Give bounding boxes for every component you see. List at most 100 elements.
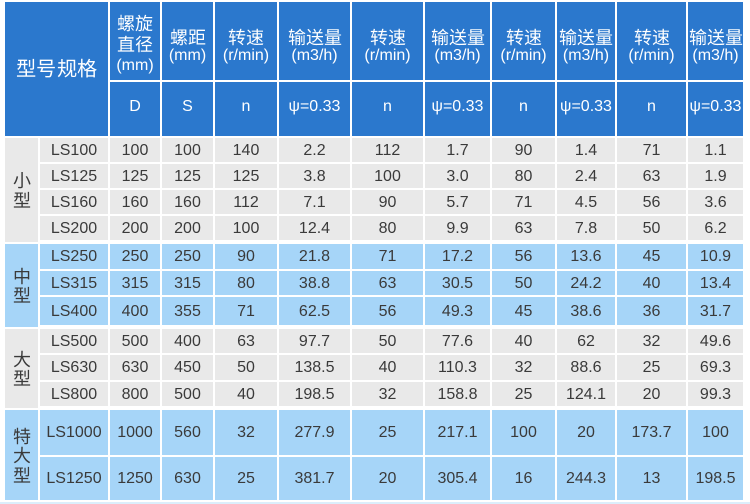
model-name: LS500	[40, 329, 108, 353]
table-row: LS1000 1000 560 32 277.9 25 217.1 100 20 173.7 100	[5, 410, 743, 500]
spec-value: 125	[215, 164, 277, 188]
spec-value: 250	[110, 244, 160, 269]
spec-value: 56	[352, 297, 423, 327]
spec-value: 2.4	[557, 164, 615, 188]
cjk-char	[652, 28, 669, 45]
spec-value: 97.7	[279, 329, 350, 353]
spec-value: 198.5	[688, 457, 743, 500]
spec-value: 5.7	[425, 190, 490, 214]
spec-value: 4.5	[557, 190, 615, 214]
spec-value: 500	[110, 329, 160, 353]
spec-value: 63	[492, 216, 555, 242]
spec-value: 13	[617, 457, 686, 500]
spec-value: 80	[352, 216, 423, 242]
spec-value: 77.6	[425, 329, 490, 353]
table-row: LS100 100 100 140 2.2 112 1.7 90 1.4 71 1.1	[5, 138, 743, 242]
cjk-char	[431, 28, 449, 45]
cjk-char	[559, 28, 577, 45]
spec-value: 160	[110, 190, 160, 214]
column-header: (r/min)	[352, 2, 423, 80]
row-group-label	[5, 244, 38, 327]
spec-value: 315	[162, 271, 213, 295]
spec-value: 110.3	[425, 355, 490, 380]
spec-value: 173.7	[617, 410, 686, 455]
spec-value: 3.8	[279, 164, 350, 188]
cjk-char	[305, 28, 323, 45]
header-row-labels: (mm) (mm) (r/min) (m3/h) (r/min) (m3/h) …	[5, 2, 743, 136]
conveyor-spec-table: (mm) (mm) (r/min) (m3/h) (r/min) (m3/h) …	[3, 0, 745, 502]
table-row: LS315 315 315 80 38.8 63 30.5 50 24.2 40 13.4	[5, 271, 743, 295]
spec-value: 38.6	[557, 297, 615, 327]
spec-value: 25	[215, 457, 277, 500]
cjk-char	[57, 58, 76, 78]
spec-value: 71	[352, 244, 423, 269]
spec-value: 7.8	[557, 216, 615, 242]
column-subheader: n	[492, 82, 555, 136]
spec-value: 63	[215, 329, 277, 353]
spec-value: 450	[162, 355, 213, 380]
spec-value: 158.8	[425, 382, 490, 408]
spec-value: 32	[352, 382, 423, 408]
spec-value: 32	[215, 410, 277, 455]
spec-value: 112	[352, 138, 423, 162]
column-header: (mm)	[162, 2, 213, 80]
spec-value: 1.9	[688, 164, 743, 188]
spec-value: 90	[352, 190, 423, 214]
model-name: LS125	[40, 164, 108, 188]
spec-value: 138.5	[279, 355, 350, 380]
cjk-char	[448, 28, 466, 45]
spec-value: 140	[215, 138, 277, 162]
table-row: LS1250 1250 630 25 381.7 20 305.4 16 244.3 13 198.…	[5, 457, 743, 500]
spec-value: 80	[492, 164, 555, 188]
spec-value: 1.4	[557, 138, 615, 162]
spec-value: 1000	[110, 410, 160, 455]
table-row: LS800 800 500 40 198.5 32 158.8 25 124.1 20 99.3	[5, 382, 743, 408]
column-subheader: n	[617, 82, 686, 136]
column-subheader: S	[162, 82, 213, 136]
spec-value: 16	[492, 457, 555, 500]
spec-value: 17.2	[425, 244, 490, 269]
spec-value: 800	[110, 382, 160, 408]
spec-value: 400	[110, 297, 160, 327]
model-name: LS315	[40, 271, 108, 295]
cjk-char	[135, 35, 153, 53]
column-header: (r/min)	[215, 2, 277, 80]
spec-value: 32	[617, 329, 686, 353]
spec-value: 2.2	[279, 138, 350, 162]
cjk-char	[524, 28, 541, 45]
spec-value: 244.3	[557, 457, 615, 500]
spec-value: 13.4	[688, 271, 743, 295]
spec-value: 45	[492, 297, 555, 327]
spec-value: 30.5	[425, 271, 490, 295]
cjk-char	[188, 29, 205, 45]
cjk-char	[467, 28, 484, 45]
row-group-label	[5, 410, 38, 500]
spec-value: 381.7	[279, 457, 350, 500]
spec-value: 630	[162, 457, 213, 500]
cjk-char	[634, 28, 651, 45]
cjk-char	[13, 287, 30, 303]
spec-value: 1250	[110, 457, 160, 500]
spec-value: 3.0	[425, 164, 490, 188]
cjk-char	[370, 28, 387, 45]
spec-value: 160	[162, 190, 213, 214]
spec-value: 305.4	[425, 457, 490, 500]
spec-value: 21.8	[279, 244, 350, 269]
spec-value: 125	[110, 164, 160, 188]
spec-value: 49.6	[688, 329, 743, 353]
cjk-char	[13, 172, 31, 189]
spec-value: 6.2	[688, 216, 743, 242]
spec-value: 63	[352, 271, 423, 295]
cjk-char	[725, 28, 742, 45]
spec-value: 355	[162, 297, 213, 327]
spec-value: 124.1	[557, 382, 615, 408]
spec-value: 40	[352, 355, 423, 380]
spec-value: 1.7	[425, 138, 490, 162]
spec-value: 560	[162, 410, 213, 455]
spec-value: 40	[215, 382, 277, 408]
cjk-char	[77, 58, 97, 78]
spec-value: 71	[617, 138, 686, 162]
spec-value: 200	[110, 216, 160, 242]
spec-value: 630	[110, 355, 160, 380]
cjk-char	[14, 267, 29, 285]
